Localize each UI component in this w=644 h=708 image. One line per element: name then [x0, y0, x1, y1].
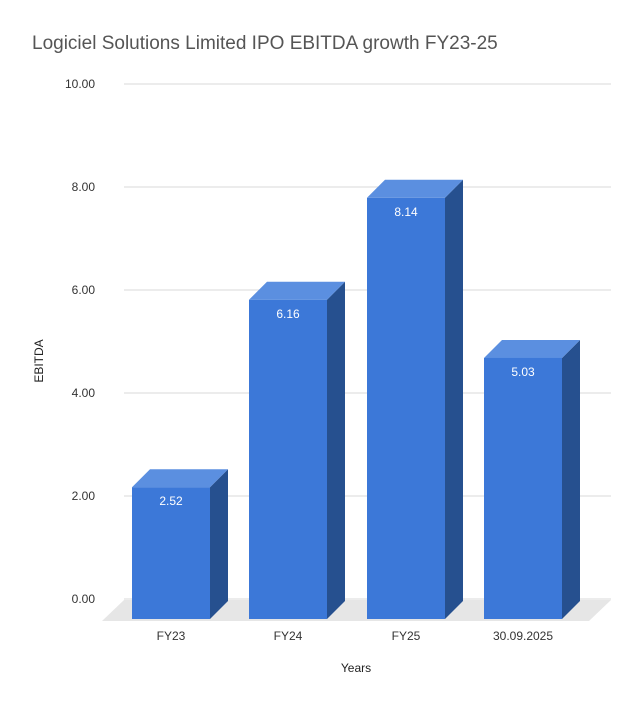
y-tick-label: 4.00: [72, 386, 96, 400]
bars: 2.52 6.16 8.14 5.03: [132, 179, 580, 620]
y-axis-ticks: 0.00 2.00 4.00 6.00 8.00 10.00: [65, 77, 95, 606]
x-axis-label: Years: [341, 661, 371, 675]
y-tick-label: 2.00: [72, 489, 96, 503]
bar-top: [249, 281, 345, 300]
bar-30.09.2025: 5.03: [484, 339, 580, 619]
y-tick-label: 6.00: [72, 283, 96, 297]
bar-side: [445, 179, 463, 620]
x-tick-label: 30.09.2025: [493, 629, 553, 643]
bar-FY25: 8.14: [367, 179, 463, 620]
chart-floor: [102, 600, 611, 621]
y-tick-label: 10.00: [65, 77, 95, 91]
chart-title: Logiciel Solutions Limited IPO EBITDA gr…: [32, 33, 498, 54]
bar-top: [132, 469, 228, 488]
data-label: 5.03: [511, 365, 535, 379]
bar-side: [210, 469, 228, 619]
x-tick-label: FY25: [392, 629, 421, 643]
bar-FY24: 6.16: [249, 281, 345, 619]
bar-FY23: 2.52: [132, 469, 228, 619]
x-tick-label: FY24: [274, 629, 303, 643]
data-label: 8.14: [394, 205, 418, 219]
bar-top: [367, 179, 463, 198]
bar-side: [562, 339, 580, 619]
bar-front: [484, 357, 562, 619]
bar-front: [132, 487, 210, 619]
data-label: 2.52: [159, 494, 183, 508]
bar-top: [484, 339, 580, 358]
floor-plane: [102, 600, 611, 621]
y-tick-label: 8.00: [72, 180, 96, 194]
y-axis-label: EBITDA: [32, 339, 46, 382]
bar-side: [327, 281, 345, 619]
bar-front: [249, 299, 327, 619]
data-label: 6.16: [276, 307, 300, 321]
y-tick-label: 0.00: [72, 592, 96, 606]
x-tick-label: FY23: [157, 629, 186, 643]
x-axis-ticks: FY23 FY24 FY25 30.09.2025: [157, 629, 554, 643]
bar-front: [367, 197, 445, 620]
